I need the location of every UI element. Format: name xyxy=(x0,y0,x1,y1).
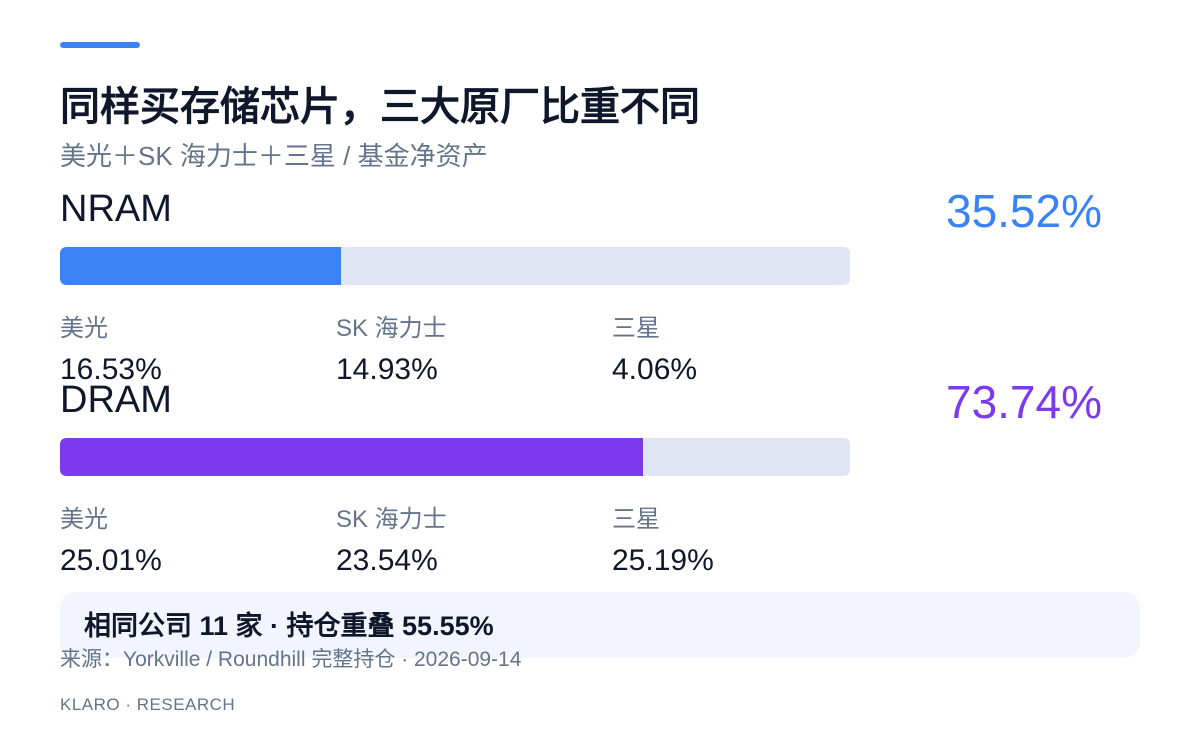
bar-fill xyxy=(60,247,341,285)
fund-section-nram: NRAM 35.52% 美光 16.53% SK 海力士 14.93% 三星 4… xyxy=(0,185,1200,386)
vendor-sk-hynix: SK 海力士 23.54% xyxy=(336,499,596,578)
bar-track xyxy=(60,247,850,285)
vendor-name: SK 海力士 xyxy=(336,506,447,533)
vendor-samsung: 三星 25.19% xyxy=(612,499,872,578)
fund-section-dram: DRAM 73.74% 美光 25.01% SK 海力士 23.54% 三星 2… xyxy=(0,376,1200,577)
bar-track xyxy=(60,438,850,476)
vendor-sk-hynix: SK 海力士 14.93% xyxy=(336,308,596,387)
overlap-summary-box: 相同公司 11 家 · 持仓重叠 55.55% xyxy=(60,592,1140,658)
vendor-name: SK 海力士 xyxy=(336,315,447,342)
vendor-samsung: 三星 4.06% xyxy=(612,308,872,387)
page-subtitle: 美光＋SK 海力士＋三星 / 基金净资产 xyxy=(60,141,488,171)
page-title: 同样买存储芯片，三大原厂比重不同 xyxy=(60,85,700,129)
fund-total-value: 35.52% xyxy=(945,185,1102,237)
vendor-micron: 美光 25.01% xyxy=(60,499,320,578)
vendor-name: 三星 xyxy=(612,506,660,533)
vendor-name: 三星 xyxy=(612,315,660,342)
fund-label: NRAM xyxy=(60,188,172,230)
vendor-micron: 美光 16.53% xyxy=(60,308,320,387)
fund-label: DRAM xyxy=(60,379,172,421)
vendor-name: 美光 xyxy=(60,315,108,342)
bar-fill xyxy=(60,438,643,476)
vendor-value: 23.54% xyxy=(336,544,438,577)
vendor-value: 25.19% xyxy=(612,544,714,577)
vendor-value: 4.06% xyxy=(612,353,698,386)
brand-footer: KLARO · RESEARCH xyxy=(60,695,236,714)
vendor-value: 14.93% xyxy=(336,353,438,386)
vendor-value: 16.53% xyxy=(60,353,162,386)
overlap-summary: 相同公司 11 家 · 持仓重叠 55.55% xyxy=(84,611,494,641)
accent-bar xyxy=(60,42,140,48)
fund-total-value: 73.74% xyxy=(945,376,1102,428)
vendor-value: 25.01% xyxy=(60,544,162,577)
source-note: 来源：Yorkville / Roundhill 完整持仓 · 2026-09-… xyxy=(60,648,522,671)
vendor-name: 美光 xyxy=(60,506,108,533)
